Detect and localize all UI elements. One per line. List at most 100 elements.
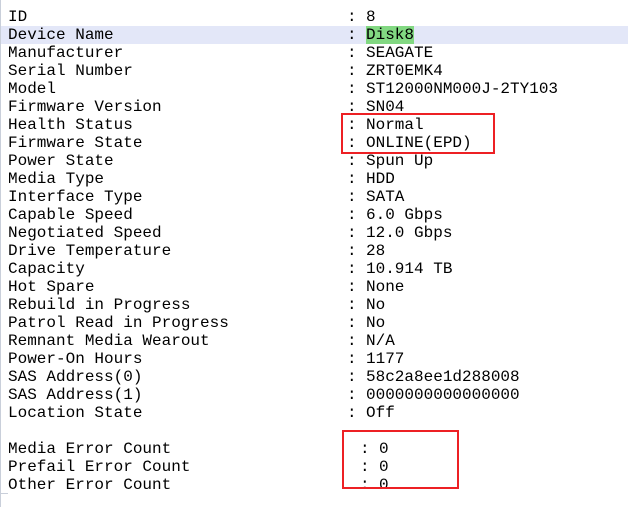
- field-value: 58c2a8ee1d288008: [366, 368, 520, 386]
- field-value: ONLINE(EPD): [366, 134, 472, 152]
- row-rebuild-in-progress: Rebuild in Progress: No: [1, 296, 628, 314]
- colon-separator: :: [347, 332, 357, 350]
- colon-separator: :: [347, 260, 357, 278]
- field-label: SAS Address(0): [8, 368, 143, 386]
- row-patrol-read-in-progress: Patrol Read in Progress: No: [1, 314, 628, 332]
- colon-separator: :: [347, 314, 357, 332]
- row-sas-address-1: SAS Address(1):0000000000000000: [1, 386, 628, 404]
- row-drive-temperature: Drive Temperature:28: [1, 242, 628, 260]
- colon-separator: :: [360, 440, 370, 458]
- field-value: 28: [366, 242, 386, 260]
- field-value: ST12000NM000J-2TY103: [366, 80, 559, 98]
- field-label: Prefail Error Count: [8, 458, 191, 476]
- row-capable-speed: Capable Speed:6.0 Gbps: [1, 206, 628, 224]
- field-label: Device Name: [8, 26, 114, 44]
- field-label: SAS Address(1): [8, 386, 143, 404]
- field-value: None: [366, 278, 405, 296]
- panel-corner: [1, 493, 8, 494]
- field-label: Hot Spare: [8, 278, 95, 296]
- field-value: N/A: [366, 332, 395, 350]
- colon-separator: :: [347, 62, 357, 80]
- row-power-on-hours: Power-On Hours:1177: [1, 350, 628, 368]
- row-prefail-error-count: Prefail Error Count:0: [1, 458, 628, 476]
- field-label: Negotiated Speed: [8, 224, 162, 242]
- field-label: Capable Speed: [8, 206, 133, 224]
- colon-separator: :: [347, 368, 357, 386]
- row-location-state: Location State: Off: [1, 404, 628, 422]
- field-value: HDD: [366, 170, 395, 188]
- colon-separator: :: [347, 404, 357, 422]
- field-value: SATA: [366, 188, 405, 206]
- field-label: Location State: [8, 404, 143, 422]
- field-value: 0: [379, 476, 389, 494]
- field-label: Remnant Media Wearout: [8, 332, 210, 350]
- row-negotiated-speed: Negotiated Speed:12.0 Gbps: [1, 224, 628, 242]
- field-value: 1177: [366, 350, 405, 368]
- field-value: 0000000000000000: [366, 386, 520, 404]
- field-label: Health Status: [8, 116, 133, 134]
- row-blank: [1, 422, 628, 440]
- colon-separator: :: [347, 170, 357, 188]
- row-id: ID:8: [1, 8, 628, 26]
- colon-separator: :: [347, 224, 357, 242]
- row-interface-type: Interface Type: SATA: [1, 188, 628, 206]
- colon-separator: :: [347, 350, 357, 368]
- field-value: SEAGATE: [366, 44, 434, 62]
- row-hot-spare: Hot Spare: None: [1, 278, 628, 296]
- colon-separator: :: [347, 80, 357, 98]
- field-label: Manufacturer: [8, 44, 124, 62]
- field-value: 10.914 TB: [366, 260, 453, 278]
- colon-separator: :: [347, 242, 357, 260]
- row-health-status: Health Status: Normal: [1, 116, 628, 134]
- field-label: Serial Number: [8, 62, 133, 80]
- field-label: Patrol Read in Progress: [8, 314, 229, 332]
- field-value: No: [366, 296, 386, 314]
- field-label: Media Error Count: [8, 440, 172, 458]
- colon-separator: :: [360, 476, 370, 494]
- device-name-value: Disk8: [366, 26, 415, 44]
- colon-separator: :: [347, 116, 357, 134]
- field-value: 12.0 Gbps: [366, 224, 453, 242]
- field-label: Capacity: [8, 260, 85, 278]
- row-manufacturer: Manufacturer: SEAGATE: [1, 44, 628, 62]
- colon-separator: :: [347, 8, 357, 26]
- row-remnant-media-wearout: Remnant Media Wearout: N/A: [1, 332, 628, 350]
- field-value: Spun Up: [366, 152, 434, 170]
- colon-separator: :: [347, 188, 357, 206]
- field-value: 6.0 Gbps: [366, 206, 443, 224]
- field-value: Normal: [366, 116, 424, 134]
- row-serial-number: Serial Number: ZRT0EMK4: [1, 62, 628, 80]
- row-media-type: Media Type: HDD: [1, 170, 628, 188]
- colon-separator: :: [347, 206, 357, 224]
- colon-separator: :: [347, 26, 357, 44]
- row-sas-address-0: SAS Address(0):58c2a8ee1d288008: [1, 368, 628, 386]
- row-other-error-count: Other Error Count:0: [1, 476, 628, 494]
- field-label: Firmware State: [8, 134, 143, 152]
- field-label: Other Error Count: [8, 476, 172, 494]
- colon-separator: :: [347, 386, 357, 404]
- field-label: ID: [8, 8, 28, 26]
- field-value: SN04: [366, 98, 405, 116]
- field-label: Drive Temperature: [8, 242, 172, 260]
- field-value: 0: [379, 440, 389, 458]
- colon-separator: :: [360, 458, 370, 476]
- row-model: Model: ST12000NM000J-2TY103: [1, 80, 628, 98]
- row-power-state: Power State: Spun Up: [1, 152, 628, 170]
- colon-separator: :: [347, 296, 357, 314]
- field-label: Power-On Hours: [8, 350, 143, 368]
- field-value: No: [366, 314, 386, 332]
- row-media-error-count: Media Error Count:0: [1, 440, 628, 458]
- colon-separator: :: [347, 152, 357, 170]
- field-label: Interface Type: [8, 188, 143, 206]
- field-label: Model: [8, 80, 57, 98]
- row-firmware-version: Firmware Version: SN04: [1, 98, 628, 116]
- row-firmware-state: Firmware State: ONLINE(EPD): [1, 134, 628, 152]
- colon-separator: :: [347, 278, 357, 296]
- row-capacity: Capacity:10.914 TB: [1, 260, 628, 278]
- row-device-name[interactable]: Device Name: Disk8: [1, 26, 628, 44]
- colon-separator: :: [347, 98, 357, 116]
- field-value: ZRT0EMK4: [366, 62, 443, 80]
- field-label: Media Type: [8, 170, 105, 188]
- colon-separator: :: [347, 44, 357, 62]
